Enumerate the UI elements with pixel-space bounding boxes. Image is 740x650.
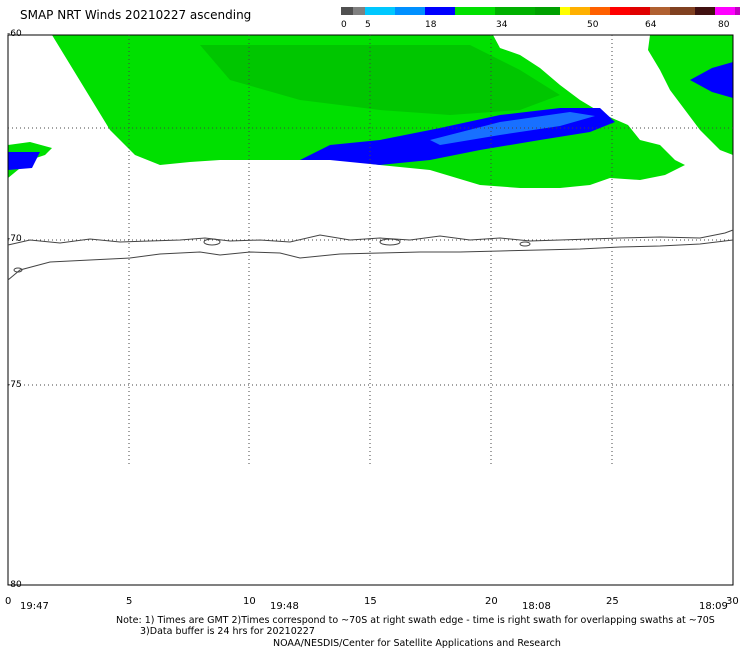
map-title: SMAP NRT Winds 20210227 ascending — [20, 8, 252, 22]
graticule — [8, 35, 733, 465]
legend-swatch — [695, 7, 715, 15]
legend-swatch — [630, 7, 650, 15]
legend-swatch — [735, 7, 740, 15]
lon-label-20: 20 — [485, 596, 498, 607]
time-label-2: 19:48 — [270, 601, 299, 612]
wind-band-left-edge — [8, 152, 40, 170]
note-line-1: Note: 1) Times are GMT 2)Times correspon… — [116, 615, 715, 626]
lon-label-25: 25 — [606, 596, 619, 607]
coastline — [7, 229, 734, 281]
legend-swatch — [610, 7, 630, 15]
legend-swatch — [341, 7, 353, 15]
time-label-1: 19:47 — [20, 601, 49, 612]
legend-swatch — [395, 7, 425, 15]
legend-color-bar — [341, 7, 740, 15]
legend-swatch — [715, 7, 735, 15]
legend-swatch — [365, 7, 395, 15]
lat-label-60: -60 — [7, 29, 22, 39]
legend-swatch — [570, 7, 590, 15]
legend-swatch — [650, 7, 670, 15]
wind-band-right — [690, 62, 733, 98]
legend-label-80: 80 — [718, 20, 730, 30]
legend-swatch — [455, 7, 495, 15]
wind-swath-green-left — [52, 35, 685, 188]
legend-swatch — [590, 7, 610, 15]
lon-label-10: 10 — [243, 596, 256, 607]
legend-swatch — [535, 7, 560, 15]
note-line-2: 3)Data buffer is 24 hrs for 20210227 — [140, 626, 315, 637]
wind-swath-green-right — [648, 35, 733, 155]
lat-label-75: -75 — [7, 380, 22, 390]
wind-swath-darkgreen — [200, 45, 560, 115]
credit-line: NOAA/NESDIS/Center for Satellite Applica… — [273, 638, 561, 649]
legend-swatch — [495, 7, 535, 15]
legend-label-0: 0 — [341, 20, 347, 30]
lat-label-80: -80 — [7, 580, 22, 590]
lon-label-15: 15 — [364, 596, 377, 607]
legend-label-5: 5 — [365, 20, 371, 30]
time-label-3: 18:08 — [522, 601, 551, 612]
lon-label-5: 5 — [126, 596, 133, 607]
lat-label-70: -70 — [7, 234, 22, 244]
legend-swatch — [670, 7, 695, 15]
legend-label-50: 50 — [587, 20, 599, 30]
legend-label-34: 34 — [496, 20, 508, 30]
lon-label-30: 30 — [726, 596, 739, 607]
legend-swatch — [353, 7, 365, 15]
time-label-4: 18:09 — [699, 601, 728, 612]
legend-label-18: 18 — [425, 20, 437, 30]
lon-label-0: 0 — [5, 596, 12, 607]
legend-swatch — [425, 7, 455, 15]
legend-label-64: 64 — [645, 20, 657, 30]
legend-swatch — [560, 7, 570, 15]
